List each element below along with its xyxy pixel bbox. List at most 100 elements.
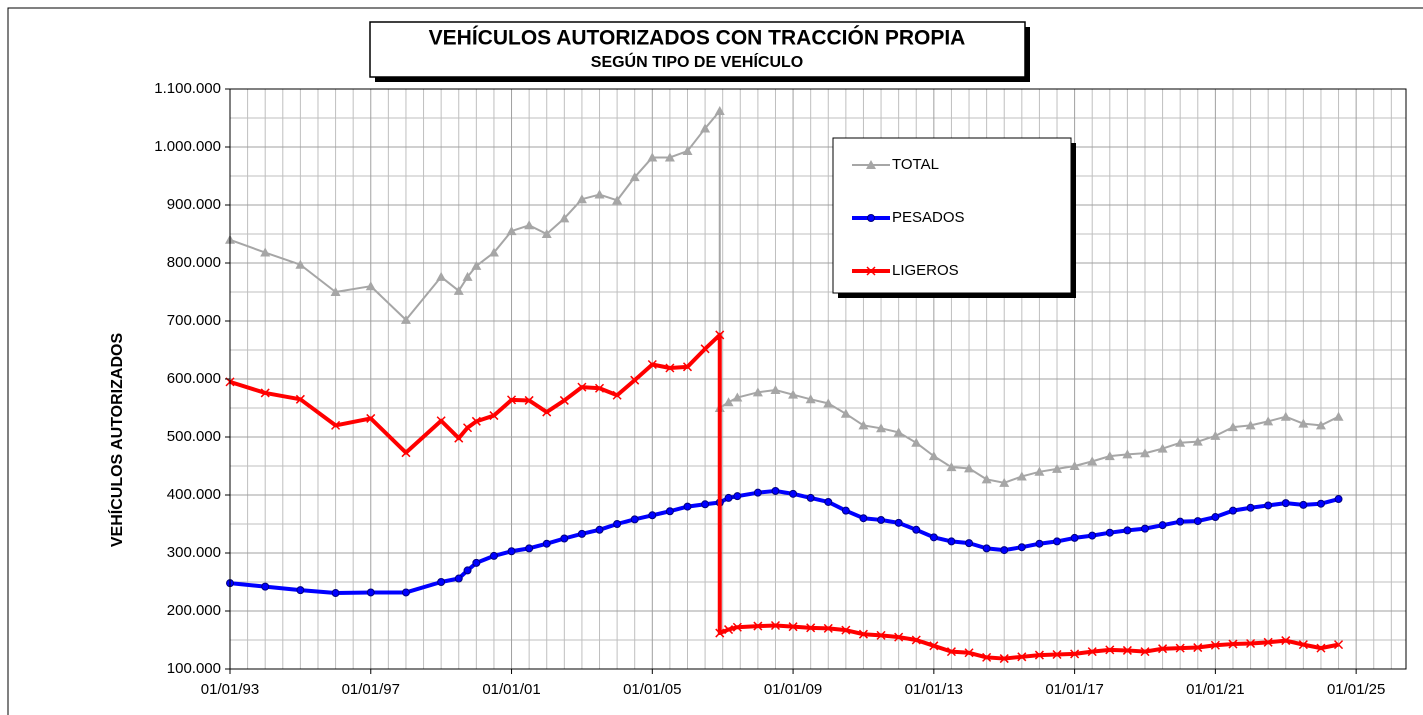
marker (1193, 517, 1202, 526)
marker (824, 497, 833, 506)
marker (454, 433, 464, 443)
marker (1333, 411, 1344, 421)
marker (453, 285, 464, 295)
marker (665, 507, 674, 516)
marker (683, 502, 692, 511)
marker (525, 544, 534, 553)
marker (928, 451, 939, 461)
marker (732, 622, 742, 632)
marker (1034, 650, 1044, 660)
y-tick-label: 700.000 (167, 312, 221, 329)
marker (1263, 416, 1274, 426)
marker (542, 539, 551, 548)
marker (682, 362, 693, 372)
marker (858, 629, 868, 639)
y-tick-label: 600.000 (167, 370, 221, 387)
marker (858, 420, 869, 430)
marker (401, 588, 410, 597)
marker (462, 271, 473, 281)
marker (893, 427, 904, 437)
marker (732, 392, 743, 402)
marker (1034, 466, 1045, 476)
marker (1140, 647, 1150, 657)
marker (1264, 501, 1273, 510)
marker (1316, 643, 1326, 653)
marker (789, 489, 798, 498)
legend-label: LIGEROS (892, 262, 959, 279)
marker (1017, 652, 1027, 662)
x-tick-label: 01/01/09 (764, 681, 822, 698)
y-tick-label: 1.000.000 (154, 138, 221, 155)
marker (929, 641, 939, 651)
marker (261, 582, 270, 591)
marker (437, 578, 446, 586)
marker (1280, 411, 1291, 421)
marker (841, 625, 851, 635)
series-line (229, 110, 1339, 484)
marker (982, 652, 992, 662)
grid (229, 88, 1406, 670)
marker (296, 586, 305, 595)
marker (714, 106, 725, 116)
marker (724, 493, 733, 502)
y-tick-label: 800.000 (167, 254, 221, 271)
marker (506, 226, 517, 236)
marker (630, 515, 639, 524)
marker (488, 247, 499, 257)
marker (715, 330, 725, 340)
marker (1016, 471, 1027, 481)
marker (1139, 448, 1150, 458)
x-tick-label: 01/01/97 (342, 681, 400, 698)
marker (1069, 461, 1080, 470)
marker (866, 266, 876, 276)
marker (1299, 500, 1308, 509)
marker (436, 271, 447, 281)
marker (946, 647, 956, 657)
marker (1334, 495, 1343, 504)
legend: TOTAL PESADOS LIGEROS (832, 137, 1076, 298)
marker (612, 390, 622, 400)
marker (701, 500, 710, 509)
marker (489, 411, 499, 421)
marker (805, 394, 816, 404)
marker (454, 574, 463, 583)
marker (723, 397, 734, 407)
marker (630, 375, 640, 385)
y-tick-label: 100.000 (167, 660, 221, 677)
marker (507, 395, 517, 405)
marker (724, 625, 734, 635)
marker (1052, 649, 1062, 660)
marker (331, 420, 341, 430)
marker (1175, 437, 1186, 447)
marker (594, 383, 605, 393)
marker (1227, 422, 1238, 432)
marker (823, 623, 833, 633)
x-tick-label: 01/01/25 (1327, 681, 1385, 698)
marker (965, 539, 974, 548)
marker (647, 152, 658, 162)
marker (1176, 517, 1185, 526)
x-tick-label: 01/01/01 (482, 681, 540, 698)
marker (576, 194, 587, 204)
marker (559, 213, 570, 223)
marker (753, 621, 763, 631)
marker (877, 515, 886, 524)
marker (1298, 640, 1308, 650)
marker (331, 589, 340, 598)
marker (1104, 451, 1115, 461)
marker (1281, 499, 1290, 508)
x-tick-label: 01/01/17 (1045, 681, 1103, 698)
axes: 100.000 200.000 300.000 400.000 500.000 600.0… (154, 80, 1385, 698)
marker (911, 635, 921, 645)
marker (1246, 503, 1255, 512)
marker (733, 492, 742, 501)
marker (577, 382, 587, 392)
marker (788, 622, 798, 632)
marker (999, 477, 1010, 487)
marker (964, 648, 974, 658)
marker (577, 529, 586, 538)
marker (753, 488, 762, 497)
marker (647, 359, 657, 370)
marker (400, 314, 411, 324)
